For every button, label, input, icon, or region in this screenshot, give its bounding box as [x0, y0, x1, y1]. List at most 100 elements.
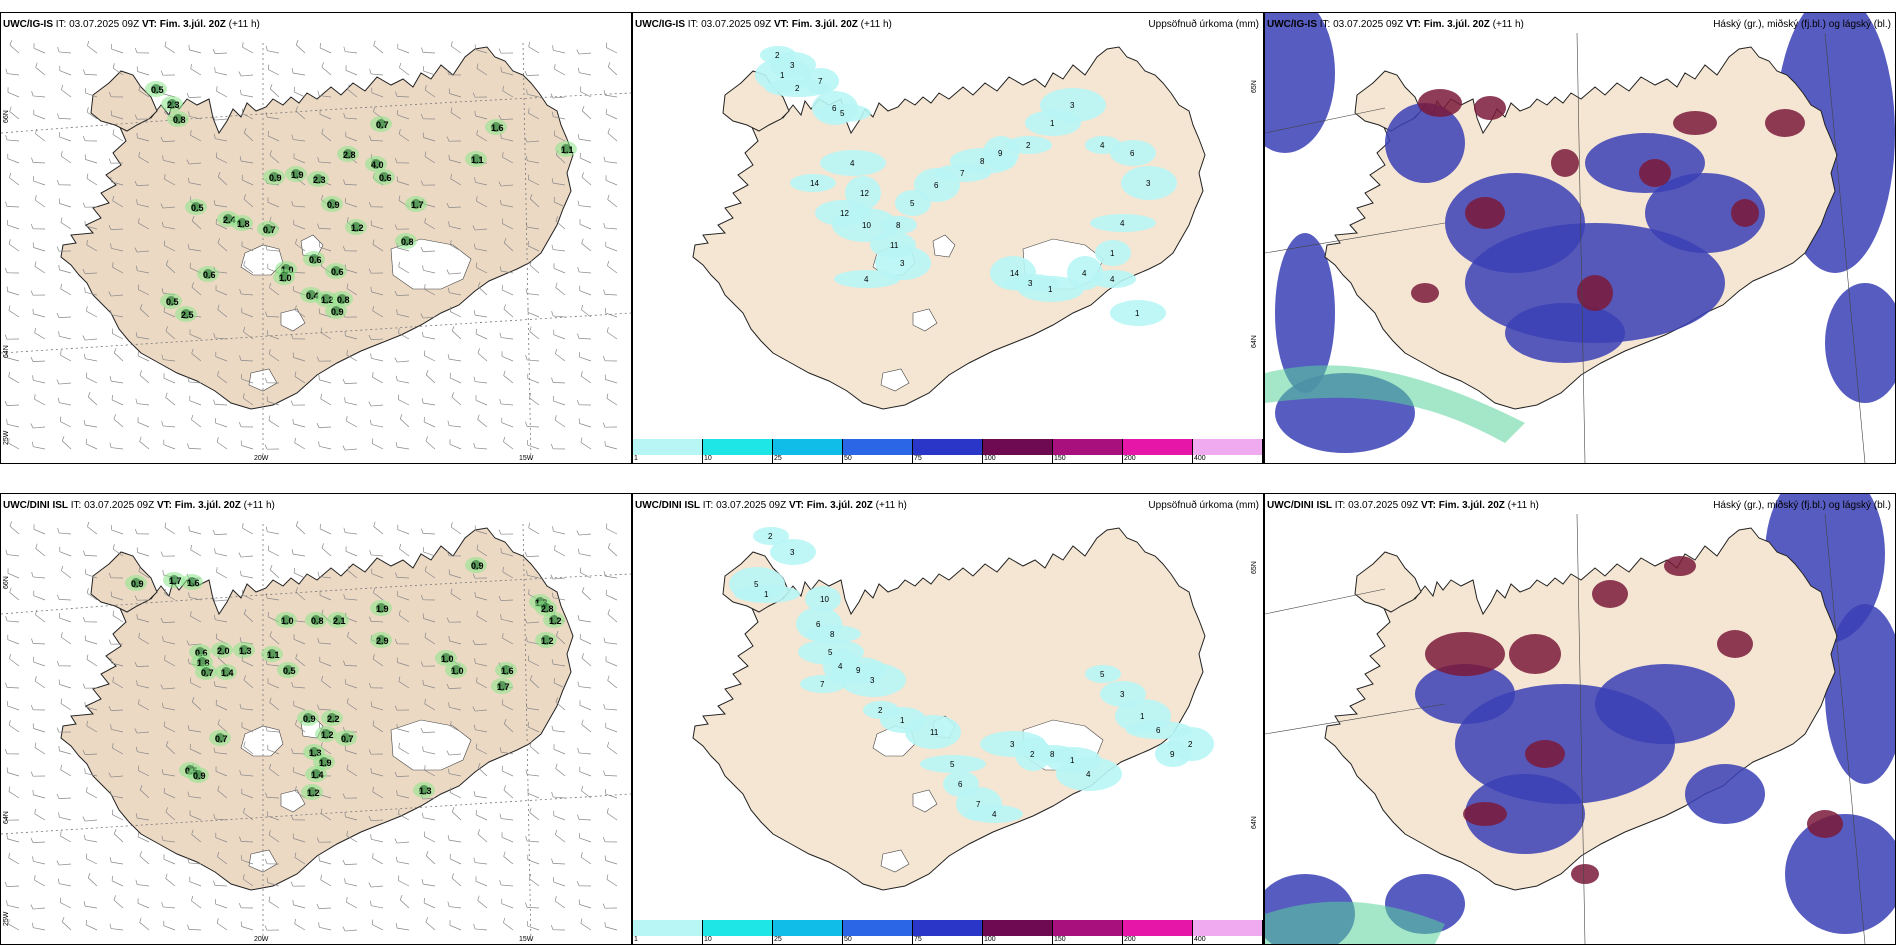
colorbar-tick-label: 200	[1124, 936, 1136, 943]
wind-barb	[58, 599, 72, 601]
wind-barb	[112, 615, 124, 623]
lat-label-65n: 65N	[1251, 80, 1258, 93]
projection-gridline	[1265, 703, 1446, 735]
colorbar-segment: 1	[633, 439, 703, 463]
precip-value-label: 6	[832, 104, 837, 113]
colorbar-segment: 200	[1123, 439, 1193, 463]
wind-barb-tick	[577, 748, 580, 754]
wind-barb	[59, 402, 72, 406]
wind-barb-tick	[420, 594, 424, 600]
wind-barb	[165, 330, 176, 340]
precip-map-panel-dini[interactable]: UWC/DINI ISL IT: 03.07.2025 09Z VT: Fim.…	[632, 493, 1264, 945]
wind-barb-tick	[372, 786, 374, 792]
wind-barb-tick	[602, 422, 606, 428]
cloud-map-panel-igis[interactable]: UWC/IG-IS IT: 03.07.2025 09Z VT: Fim. 3.…	[1264, 12, 1896, 464]
precip-value-label: 0.7	[376, 120, 389, 130]
wind-barb	[58, 316, 72, 318]
wind-barb-tick	[473, 243, 476, 249]
wind-barb-tick	[112, 195, 114, 201]
wind-barb-tick	[165, 873, 168, 879]
wind-barb-tick	[238, 552, 242, 558]
wind-barb-tick	[346, 283, 349, 289]
wind-barb	[34, 680, 46, 689]
wind-barb-tick	[87, 392, 91, 397]
wind-barb-tick	[291, 748, 294, 754]
wind-barb	[605, 179, 618, 186]
wind-barb	[6, 404, 20, 406]
wind-barb	[476, 549, 488, 557]
wind-barb-tick	[137, 284, 140, 290]
wind-barb-tick	[56, 793, 60, 799]
wind-barb-tick	[212, 115, 216, 121]
wind-barb-tick	[525, 421, 528, 427]
wind-barb-tick	[61, 565, 64, 571]
wind-barb	[527, 726, 540, 733]
colorbar: 1 10 25 50 75 100 150 200 400	[633, 920, 1263, 944]
wind-barb-tick	[447, 287, 450, 293]
wind-map-panel-igis[interactable]: UWC/IG-IS IT: 03.07.2025 09Z VT: Fim. 3.…	[0, 12, 632, 464]
wind-barb-tick	[134, 661, 138, 667]
precip-value-label: 1.4	[311, 770, 324, 780]
wind-barb-tick	[446, 202, 450, 208]
wind-barb-tick	[499, 880, 502, 886]
wind-barb	[295, 724, 306, 733]
wind-barb	[477, 286, 488, 296]
wind-barb	[397, 380, 410, 384]
wind-barb-tick	[318, 922, 320, 928]
wind-barb-tick	[425, 436, 428, 442]
wind-barb	[112, 747, 124, 755]
wind-barb-tick	[451, 807, 455, 812]
wind-barb-tick	[32, 308, 34, 314]
wind-barb-tick	[109, 790, 112, 796]
wind-barb-tick	[368, 882, 372, 888]
wind-barb	[580, 91, 592, 98]
wind-barb	[241, 555, 254, 558]
wind-barb	[372, 658, 384, 667]
precip-value-label: 1.0	[279, 273, 292, 283]
precip-core	[491, 122, 501, 132]
precip-value-label: 2.8	[541, 604, 554, 614]
wind-barb-tick	[60, 217, 63, 223]
precip-value-label: 2	[1026, 141, 1031, 150]
wind-barb	[475, 447, 488, 450]
precip-area	[875, 246, 931, 280]
precip-map-panel-igis[interactable]: UWC/IG-IS IT: 03.07.2025 09Z VT: Fim. 3.…	[632, 12, 1264, 464]
colorbar-swatch	[703, 439, 772, 455]
wind-barb-tick	[86, 107, 89, 113]
wind-barb	[33, 379, 46, 384]
wind-barb	[293, 771, 306, 777]
wind-barb	[295, 243, 306, 252]
wind-barb	[267, 749, 280, 755]
wind-barb	[163, 707, 176, 711]
precip-core	[561, 144, 571, 154]
wind-barb	[241, 575, 254, 579]
colorbar-segment: 400	[1193, 920, 1263, 944]
precip-value-label: 2	[1188, 740, 1193, 749]
wind-barb	[398, 681, 410, 689]
wind-barb-tick	[6, 352, 8, 358]
wind-barb-tick	[31, 91, 34, 97]
wind-barb	[605, 660, 618, 667]
wind-barb-tick	[267, 545, 270, 551]
colorbar-segment: 25	[773, 439, 843, 463]
precip-area	[967, 805, 1023, 823]
low-cloud-area	[1445, 173, 1585, 273]
wind-barb	[475, 333, 488, 340]
wind-barb-tick	[188, 525, 190, 531]
precip-core	[327, 713, 337, 723]
colorbar-segment: 200	[1123, 920, 1193, 944]
wind-barb	[33, 47, 46, 54]
wind-barb-tick	[191, 282, 194, 288]
wind-barb	[85, 358, 98, 362]
precip-core	[237, 218, 247, 228]
wind-barb	[9, 44, 20, 54]
cloud-map-panel-dini[interactable]: UWC/DINI ISL IT: 03.07.2025 09Z VT: Fim.…	[1264, 493, 1896, 945]
wind-map-panel-dini[interactable]: UWC/DINI ISL IT: 03.07.2025 09Z VT: Fim.…	[0, 493, 632, 945]
precip-core	[215, 733, 225, 743]
wind-barb	[163, 377, 176, 384]
precip-area	[770, 539, 816, 565]
wind-barb-tick	[295, 587, 298, 593]
wind-barb-tick	[139, 304, 143, 309]
